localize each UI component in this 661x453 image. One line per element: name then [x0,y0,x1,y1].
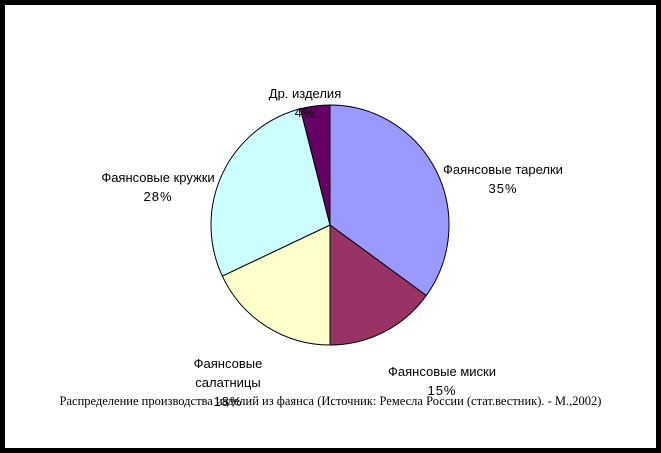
pie-slice-4 [299,104,331,226]
pie-chart: Фаянсовые тарелки 35% Фаянсовые миски 15… [5,5,656,448]
slice-label-tarelki: Фаянсовые тарелки 35% [443,141,563,217]
slice-label-text: Фаянсовые кружки [101,170,215,185]
slice-percent: 28% [143,189,173,204]
slice-label-text: Фаянсовые тарелки [443,162,563,177]
chart-caption: Распределение производства изделий из фа… [59,394,602,408]
slice-label-miski: Фаянсовые миски 15% [388,343,496,419]
slice-label-salatnitsy: Фаянсовые салатницы 18% [194,335,263,430]
slice-label-text: Фаянсовые миски [388,364,496,379]
slice-percent: 18% [213,394,243,409]
slice-percent: 15% [427,383,457,398]
pie-slice-2 [221,224,331,346]
pie-slice-0 [329,104,450,297]
pie-plot [210,104,450,346]
slice-label-kruzhki: Фаянсовые кружки 28% [101,149,214,225]
pie-slice-1 [329,224,427,346]
slice-percent: 4% [294,105,316,120]
slice-percent: 35% [488,181,518,196]
slice-label-dr-izdeliya: Др. изделия 4% [269,65,341,141]
slice-label-text: Др. изделия [268,86,342,101]
pie-slice-3 [210,108,331,277]
slice-label-text: Фаянсовые салатницы [193,356,263,390]
